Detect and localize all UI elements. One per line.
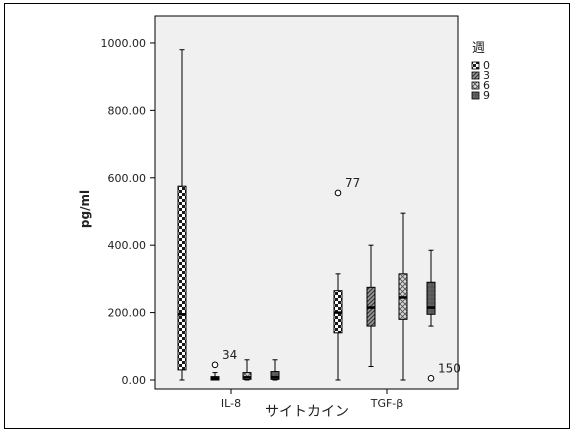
outlier-point [334, 189, 342, 197]
legend-title: 週 [472, 41, 485, 56]
legend-label: 9 [483, 89, 490, 102]
plot-area [154, 15, 459, 390]
outlier-label: 34 [222, 348, 237, 362]
x-tick-label: TGF-β [370, 397, 404, 410]
y-tick-label: 800.00 [108, 104, 147, 117]
x-axis: IL-8 TGF-β [221, 389, 403, 410]
legend-swatch [471, 71, 480, 80]
legend-swatch [471, 61, 480, 70]
box-plots: 77 34 150 [177, 49, 461, 382]
legend-swatch [471, 81, 480, 90]
box-week-3-tgfb [366, 244, 376, 368]
y-tick-label: 600.00 [108, 172, 147, 185]
outlier-point [211, 361, 219, 369]
box-iqr [242, 372, 252, 380]
outlier-label: 150 [438, 361, 461, 375]
legend-label: 0 [483, 59, 490, 72]
y-tick-label: 0.00 [122, 374, 147, 387]
outlier-point [427, 375, 435, 382]
legend-label: 6 [483, 79, 490, 92]
box-week-6-il8 [242, 359, 252, 381]
y-axis: 0.00 200.00 400.00 600.00 800.00 1000.00 [101, 37, 155, 387]
box-iqr [177, 185, 187, 371]
chart: 0.00 200.00 400.00 600.00 800.00 1000.00 IL-8… [78, 15, 490, 420]
legend-swatch [471, 91, 480, 100]
y-tick-label: 200.00 [108, 307, 147, 320]
y-tick-label: 1000.00 [101, 37, 147, 50]
box-week-0-il8 [177, 49, 187, 381]
box-week-9-il8 [270, 359, 280, 381]
legend-label: 3 [483, 69, 490, 82]
box-iqr [270, 371, 280, 380]
box-week-3-il8: 34 [210, 348, 237, 381]
box-week-9-tgfb: 150 [426, 249, 461, 382]
box-week-6-tgfb [398, 212, 408, 381]
box-iqr [426, 281, 436, 315]
x-axis-label: サイトカイン [265, 404, 349, 420]
box-week-0-tgfb: 77 [333, 176, 360, 381]
y-axis-label: pg/ml [78, 190, 92, 228]
outlier-label: 77 [345, 176, 360, 190]
y-tick-label: 400.00 [108, 239, 147, 252]
figure-frame: 0.00 200.00 400.00 600.00 800.00 1000.00 IL-8… [4, 3, 570, 429]
x-tick-label: IL-8 [221, 397, 241, 410]
